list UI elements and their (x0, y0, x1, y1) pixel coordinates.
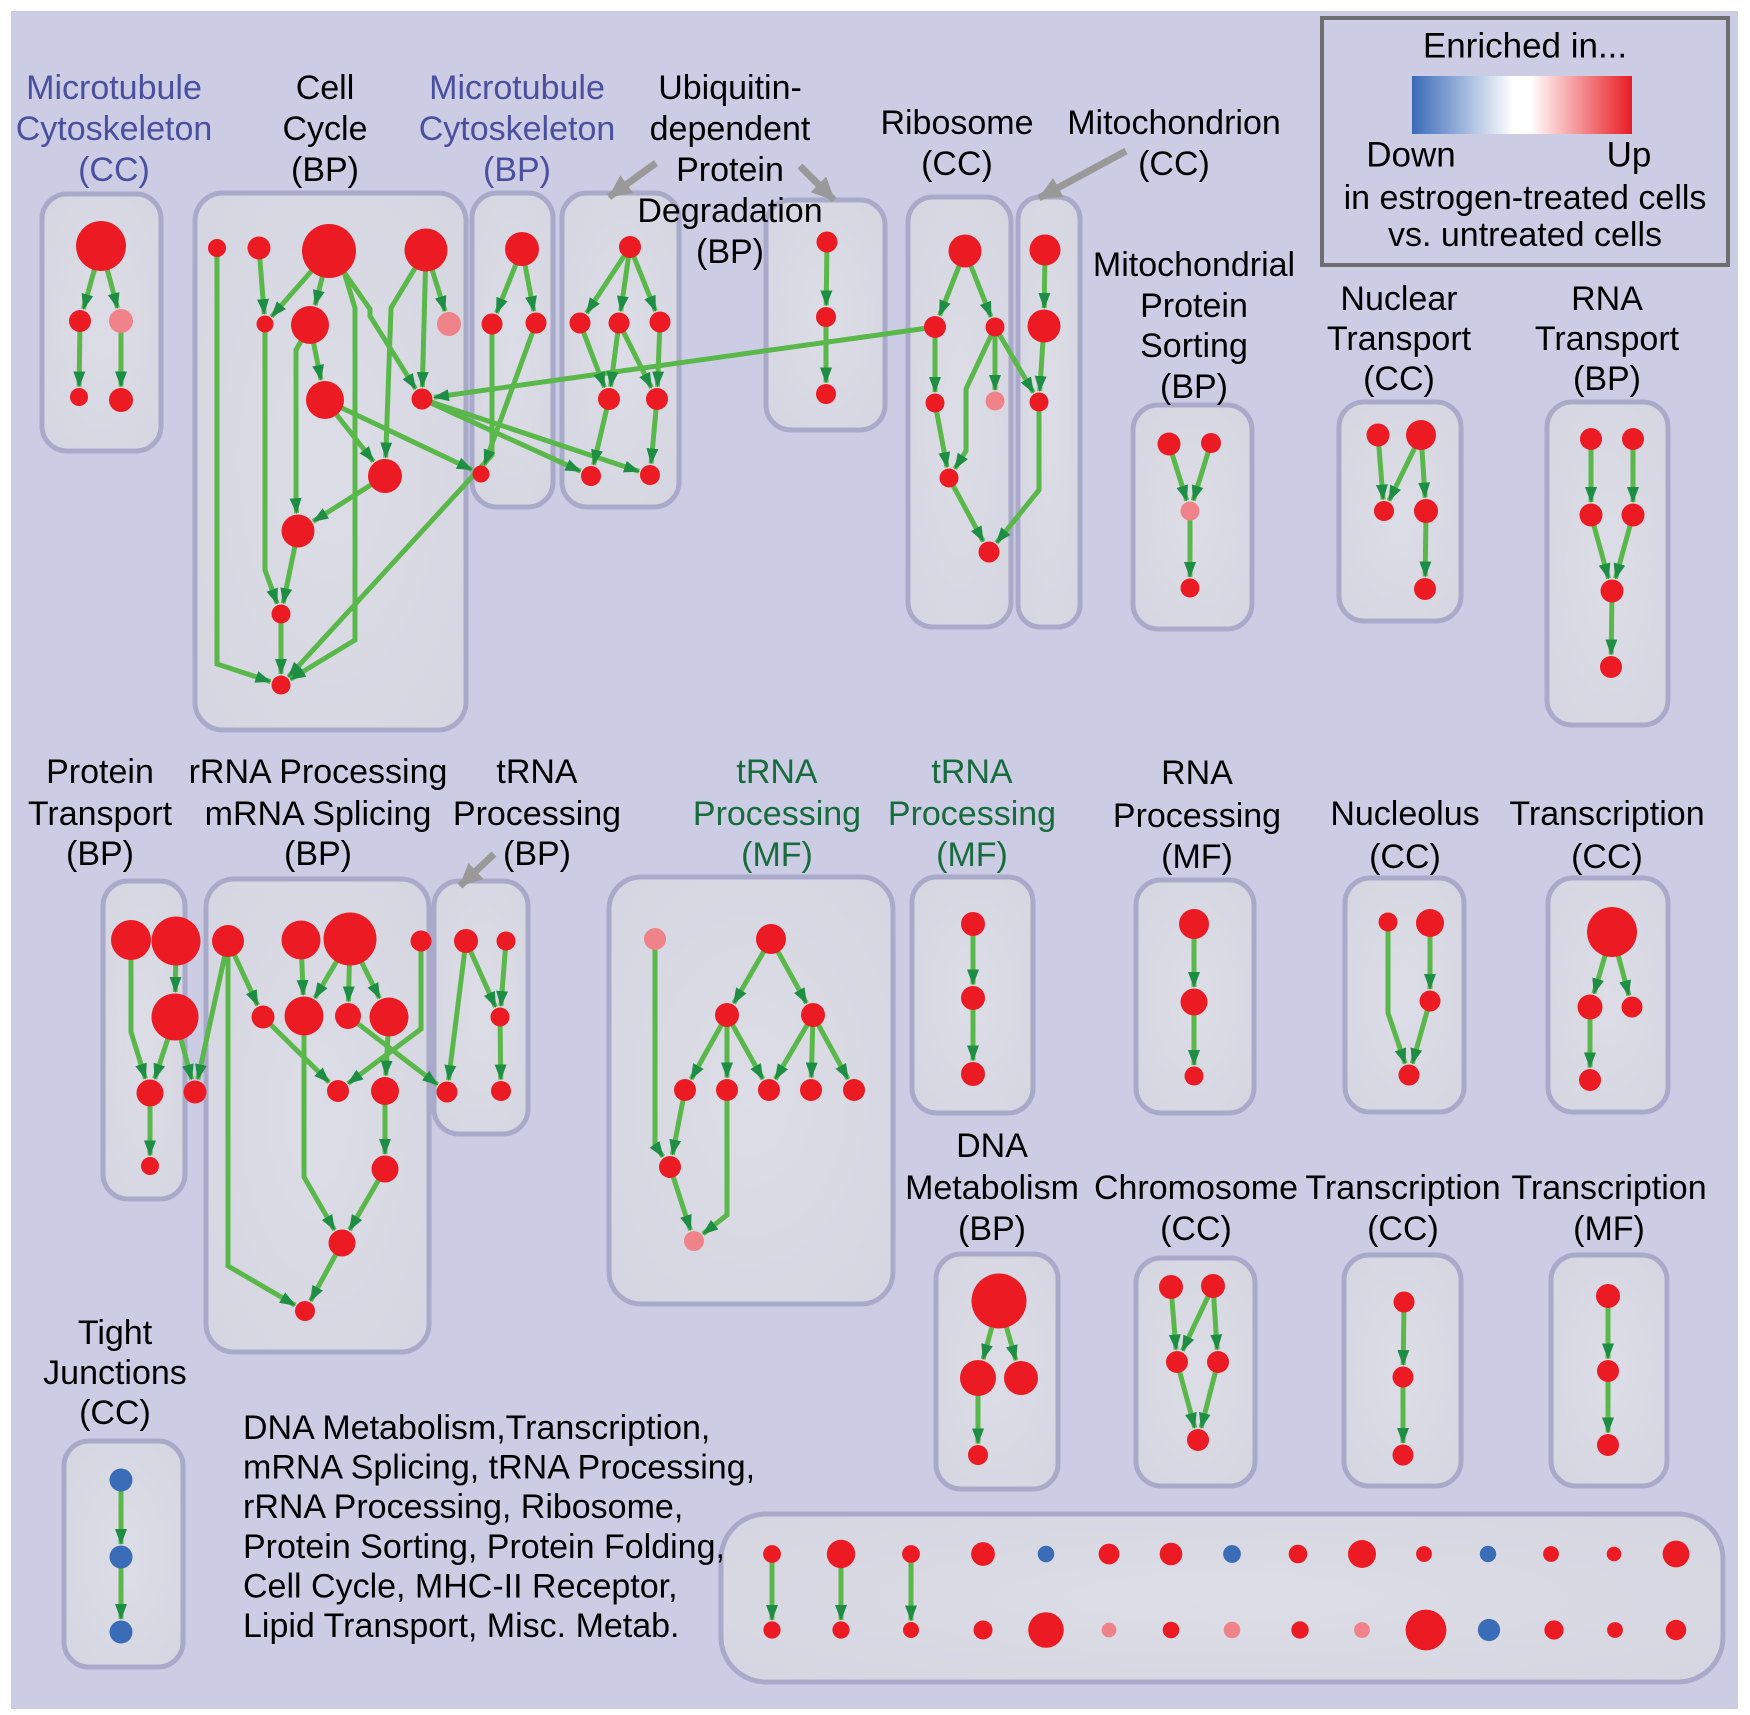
svg-text:Chromosome: Chromosome (1094, 1169, 1298, 1207)
svg-text:Cell: Cell (296, 69, 355, 107)
svg-text:Up: Up (1607, 135, 1652, 174)
svg-text:(CC): (CC) (1367, 1210, 1439, 1248)
svg-text:Protein Sorting, Protein Foldi: Protein Sorting, Protein Folding, (243, 1528, 725, 1566)
svg-text:(BP): (BP) (483, 151, 551, 189)
svg-text:Junctions: Junctions (43, 1354, 187, 1392)
svg-text:Protein: Protein (676, 151, 784, 189)
svg-text:(MF): (MF) (1573, 1210, 1645, 1248)
svg-text:Processing: Processing (693, 795, 861, 833)
svg-text:rRNA Processing: rRNA Processing (189, 753, 448, 791)
svg-text:(BP): (BP) (1160, 368, 1228, 406)
svg-text:Transport: Transport (1535, 320, 1680, 358)
svg-text:Sorting: Sorting (1140, 327, 1248, 365)
svg-text:mRNA Splicing: mRNA Splicing (205, 795, 432, 833)
svg-text:(MF): (MF) (1161, 838, 1233, 876)
svg-text:Microtubule: Microtubule (429, 69, 605, 107)
svg-text:(BP): (BP) (1573, 360, 1641, 398)
svg-text:Protein: Protein (1140, 287, 1248, 325)
svg-text:Tight: Tight (78, 1314, 153, 1352)
svg-text:Transport: Transport (1327, 320, 1472, 358)
svg-text:Microtubule: Microtubule (26, 69, 202, 107)
svg-text:Enriched in...: Enriched in... (1423, 26, 1627, 65)
svg-text:Nucleolus: Nucleolus (1330, 795, 1479, 833)
svg-text:in estrogen-treated cells: in estrogen-treated cells (1344, 179, 1707, 217)
svg-text:dependent: dependent (650, 110, 811, 148)
svg-text:tRNA: tRNA (496, 753, 578, 791)
svg-text:Lipid Transport, Misc. Metab.: Lipid Transport, Misc. Metab. (243, 1607, 680, 1645)
svg-text:(BP): (BP) (66, 835, 134, 873)
svg-text:Transcription: Transcription (1305, 1169, 1500, 1207)
svg-text:rRNA Processing, Ribosome,: rRNA Processing, Ribosome, (243, 1488, 683, 1526)
svg-text:Ubiquitin-: Ubiquitin- (658, 69, 802, 107)
svg-text:Mitochondrion: Mitochondrion (1067, 104, 1281, 142)
svg-text:(CC): (CC) (1138, 145, 1210, 183)
svg-text:(CC): (CC) (78, 151, 150, 189)
svg-text:Protein: Protein (46, 753, 154, 791)
svg-text:tRNA: tRNA (931, 753, 1013, 791)
svg-text:Cytoskeleton: Cytoskeleton (419, 110, 616, 148)
svg-text:Mitochondrial: Mitochondrial (1093, 246, 1295, 284)
svg-text:Nuclear: Nuclear (1340, 280, 1457, 318)
svg-text:(CC): (CC) (921, 145, 993, 183)
svg-text:DNA: DNA (956, 1127, 1028, 1165)
svg-text:Transcription: Transcription (1509, 795, 1704, 833)
svg-text:Transcription: Transcription (1511, 1169, 1706, 1207)
svg-text:(CC): (CC) (1369, 838, 1441, 876)
svg-text:Processing: Processing (453, 795, 621, 833)
svg-text:vs. untreated cells: vs. untreated cells (1388, 216, 1662, 254)
svg-text:(MF): (MF) (936, 836, 1008, 874)
svg-text:Ribosome: Ribosome (880, 104, 1033, 142)
svg-text:RNA: RNA (1161, 754, 1233, 792)
svg-text:Transport: Transport (28, 795, 173, 833)
svg-text:(BP): (BP) (696, 233, 764, 271)
svg-text:Cell Cycle, MHC-II Receptor,: Cell Cycle, MHC-II Receptor, (243, 1567, 678, 1605)
svg-text:Cycle: Cycle (282, 110, 367, 148)
svg-text:Cytoskeleton: Cytoskeleton (16, 110, 213, 148)
svg-text:mRNA Splicing, tRNA Processing: mRNA Splicing, tRNA Processing, (243, 1449, 755, 1487)
svg-text:Degradation: Degradation (637, 192, 822, 230)
svg-text:(MF): (MF) (741, 836, 813, 874)
svg-text:Processing: Processing (1113, 797, 1281, 835)
svg-text:(CC): (CC) (1571, 838, 1643, 876)
svg-text:DNA Metabolism,Transcription,: DNA Metabolism,Transcription, (243, 1409, 710, 1447)
svg-text:Processing: Processing (888, 795, 1056, 833)
svg-text:Down: Down (1366, 135, 1455, 174)
svg-text:(BP): (BP) (958, 1210, 1026, 1248)
svg-text:(BP): (BP) (503, 835, 571, 873)
svg-text:(CC): (CC) (1160, 1210, 1232, 1248)
svg-text:tRNA: tRNA (736, 753, 818, 791)
svg-text:(CC): (CC) (79, 1394, 151, 1432)
svg-text:RNA: RNA (1571, 280, 1643, 318)
svg-text:Metabolism: Metabolism (905, 1169, 1079, 1207)
svg-text:(BP): (BP) (284, 835, 352, 873)
svg-text:(CC): (CC) (1363, 360, 1435, 398)
svg-text:(BP): (BP) (291, 151, 359, 189)
